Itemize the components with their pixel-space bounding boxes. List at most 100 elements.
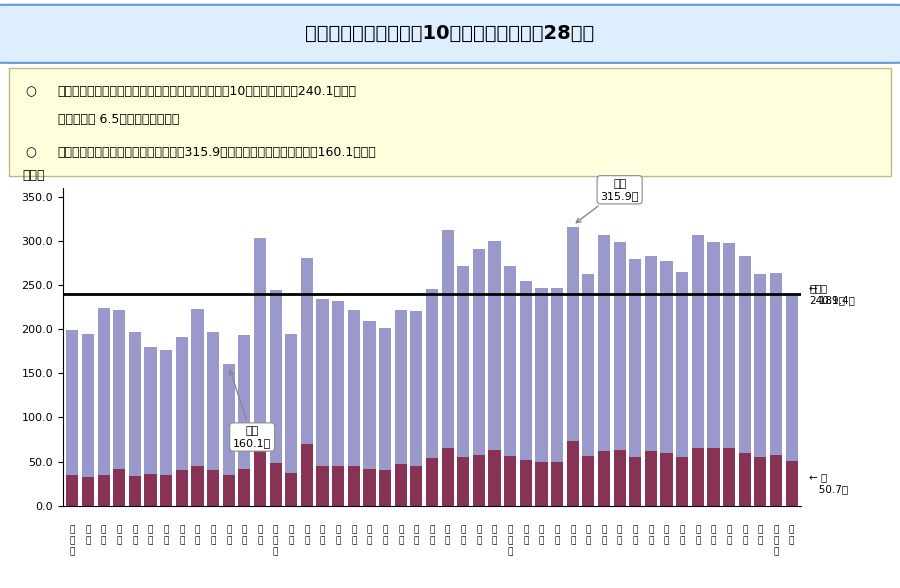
Text: 最小
160.1人: 最小 160.1人 xyxy=(230,370,271,448)
Text: 歌: 歌 xyxy=(508,536,513,545)
Bar xyxy=(489,241,500,450)
Bar xyxy=(519,281,532,460)
Bar xyxy=(176,470,188,506)
Bar xyxy=(519,460,532,506)
Bar xyxy=(222,475,235,506)
Text: 賀: 賀 xyxy=(429,536,435,545)
Bar xyxy=(67,330,78,475)
Bar xyxy=(661,453,672,506)
Bar xyxy=(551,462,563,506)
Bar xyxy=(410,466,422,506)
Bar xyxy=(582,456,595,506)
Bar xyxy=(82,335,94,476)
Text: 鳥: 鳥 xyxy=(523,525,528,534)
Bar xyxy=(692,235,704,448)
Text: 大: 大 xyxy=(461,525,466,534)
Text: 知: 知 xyxy=(648,536,653,545)
Text: 栃: 栃 xyxy=(194,525,200,534)
Text: 三: 三 xyxy=(414,525,419,534)
Text: 神: 神 xyxy=(273,525,278,534)
Text: 秋: 秋 xyxy=(132,525,138,534)
Bar xyxy=(739,256,751,453)
Text: 最多
315.9人: 最多 315.9人 xyxy=(576,179,639,223)
Text: 前回に比べ 6.5人増加している。: 前回に比べ 6.5人増加している。 xyxy=(58,113,179,126)
Bar xyxy=(457,457,470,506)
Text: 梨: 梨 xyxy=(351,536,356,545)
Text: 庫: 庫 xyxy=(476,536,482,545)
Bar xyxy=(301,258,313,444)
Text: 城: 城 xyxy=(179,536,184,545)
Text: 重: 重 xyxy=(414,536,419,545)
Bar xyxy=(442,229,454,448)
Text: 山: 山 xyxy=(351,525,356,534)
Text: 取: 取 xyxy=(523,536,528,545)
Text: 青: 青 xyxy=(86,525,91,534)
Bar xyxy=(739,453,751,506)
Bar xyxy=(644,451,657,506)
Text: 井: 井 xyxy=(336,536,341,545)
Text: 北: 北 xyxy=(69,525,75,534)
Text: 新: 新 xyxy=(289,525,294,534)
Bar xyxy=(754,273,767,457)
FancyBboxPatch shape xyxy=(9,68,891,176)
Bar xyxy=(269,289,282,463)
Text: ← 女
   50.7人: ← 女 50.7人 xyxy=(809,473,849,494)
Text: 福: 福 xyxy=(336,525,341,534)
Bar xyxy=(489,450,500,506)
Bar xyxy=(567,441,579,506)
Bar xyxy=(332,300,345,466)
Bar xyxy=(113,469,125,506)
Bar xyxy=(582,273,595,456)
Text: 田: 田 xyxy=(132,536,138,545)
Text: 口: 口 xyxy=(586,536,591,545)
Text: 知: 知 xyxy=(398,536,403,545)
Bar xyxy=(364,469,375,506)
Bar xyxy=(254,238,266,426)
Text: 城: 城 xyxy=(117,536,122,545)
Text: 熊: 熊 xyxy=(711,525,716,534)
Text: ← 男
   189.4人: ← 男 189.4人 xyxy=(809,283,855,305)
Text: 群: 群 xyxy=(211,525,216,534)
Bar xyxy=(332,466,345,506)
Text: 海: 海 xyxy=(69,536,75,545)
Bar xyxy=(347,310,360,466)
Text: 山: 山 xyxy=(554,536,560,545)
Bar xyxy=(317,466,328,506)
Text: 茨: 茨 xyxy=(179,525,184,534)
Bar xyxy=(285,473,297,506)
Text: 京: 京 xyxy=(257,536,263,545)
Text: 良: 良 xyxy=(492,536,497,545)
Text: 長: 長 xyxy=(695,525,700,534)
Text: 島: 島 xyxy=(773,547,778,556)
Bar xyxy=(723,243,735,448)
Text: 愛: 愛 xyxy=(633,525,638,534)
Bar xyxy=(707,242,719,448)
Bar xyxy=(676,272,688,457)
Bar xyxy=(472,249,485,455)
Bar xyxy=(551,288,563,462)
Bar xyxy=(379,470,392,506)
Bar xyxy=(504,266,517,456)
Text: 島: 島 xyxy=(164,536,169,545)
Bar xyxy=(598,451,610,506)
Text: 富: 富 xyxy=(304,525,310,534)
Text: 児: 児 xyxy=(758,536,763,545)
Text: 鹿: 鹿 xyxy=(758,525,763,534)
Bar xyxy=(160,475,172,506)
Bar xyxy=(676,457,688,506)
Bar xyxy=(97,308,110,475)
Bar xyxy=(238,469,250,506)
Bar xyxy=(426,458,438,506)
Bar xyxy=(614,242,626,450)
Text: 馬: 馬 xyxy=(211,536,216,545)
FancyBboxPatch shape xyxy=(0,5,900,63)
Bar xyxy=(598,235,610,451)
Bar xyxy=(207,332,220,470)
Text: 山: 山 xyxy=(148,525,153,534)
Bar xyxy=(472,455,485,506)
Bar xyxy=(410,310,422,466)
Text: 国: 国 xyxy=(789,536,795,545)
Bar xyxy=(82,476,94,506)
Text: 玉: 玉 xyxy=(226,536,231,545)
Text: 都道府県別では、徳島県が最も多く（315.9人）、埼玉県が最も少ない（160.1人）。: 都道府県別では、徳島県が最も多く（315.9人）、埼玉県が最も少ない（160.1… xyxy=(58,146,376,159)
